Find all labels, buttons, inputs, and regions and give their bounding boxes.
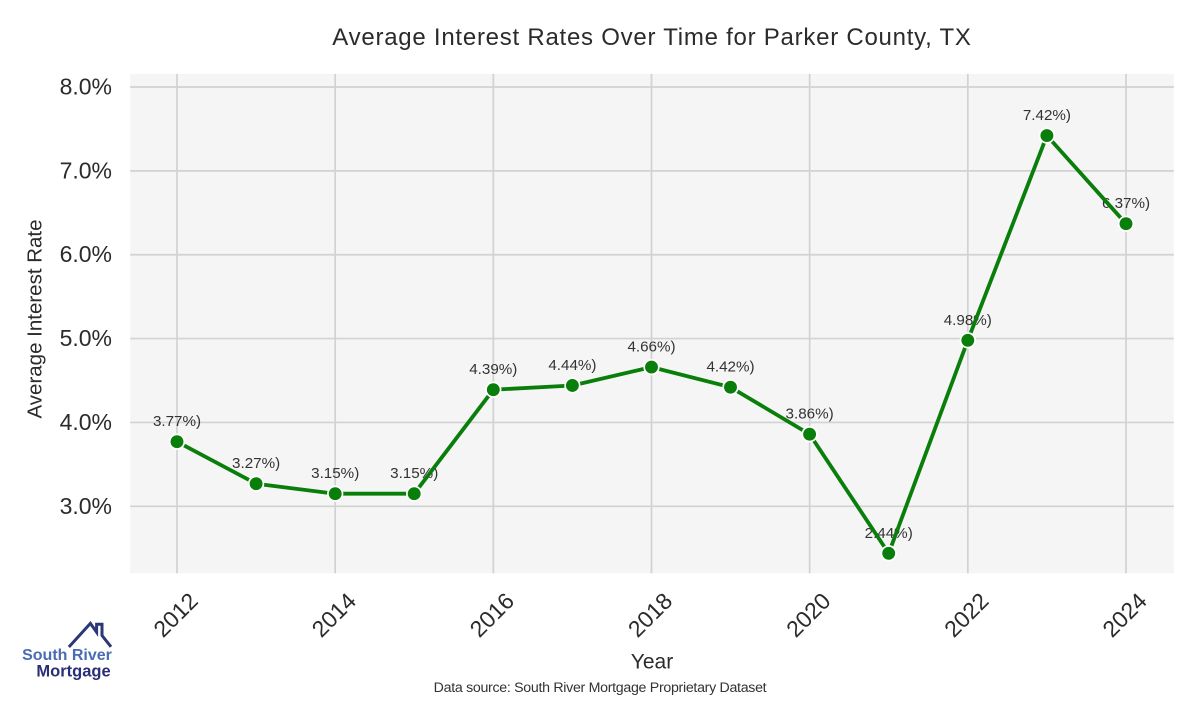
svg-text:4.66%): 4.66%) bbox=[627, 339, 675, 356]
svg-text:South River: South River bbox=[22, 647, 112, 664]
svg-text:Data source: South River Mortg: Data source: South River Mortgage Propri… bbox=[434, 680, 767, 696]
svg-text:3.27%): 3.27%) bbox=[232, 455, 280, 472]
svg-text:Year: Year bbox=[631, 651, 673, 674]
svg-text:5.0%: 5.0% bbox=[60, 325, 112, 351]
svg-text:3.77%): 3.77%) bbox=[153, 413, 201, 430]
svg-text:3.15%): 3.15%) bbox=[311, 465, 359, 482]
svg-text:Average Interest Rates Over Ti: Average Interest Rates Over Time for Par… bbox=[332, 24, 971, 51]
svg-text:7.42%): 7.42%) bbox=[1023, 107, 1071, 124]
svg-text:4.39%): 4.39%) bbox=[469, 361, 517, 378]
svg-text:3.0%: 3.0% bbox=[60, 493, 112, 519]
svg-text:Mortgage: Mortgage bbox=[36, 663, 110, 681]
svg-text:8.0%: 8.0% bbox=[60, 74, 112, 100]
svg-text:4.98%): 4.98%) bbox=[944, 312, 992, 329]
svg-text:4.42%): 4.42%) bbox=[706, 359, 754, 376]
svg-text:4.0%: 4.0% bbox=[60, 409, 112, 435]
svg-text:3.86%): 3.86%) bbox=[786, 406, 834, 423]
svg-text:4.44%): 4.44%) bbox=[548, 357, 596, 374]
svg-text:Average Interest Rate: Average Interest Rate bbox=[24, 219, 47, 418]
svg-text:6.0%: 6.0% bbox=[60, 241, 112, 267]
svg-text:7.0%: 7.0% bbox=[60, 157, 112, 183]
